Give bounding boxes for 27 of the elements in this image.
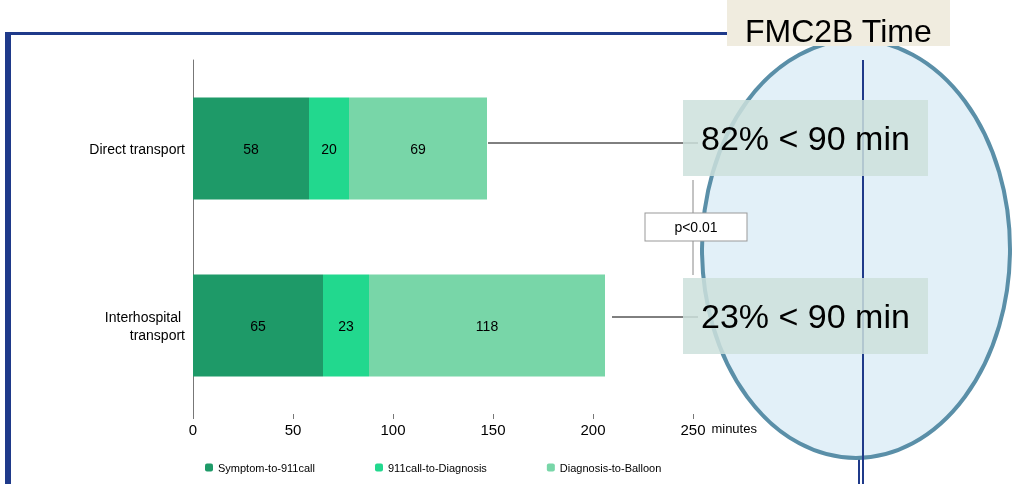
bar bbox=[193, 97, 309, 200]
y-tick-label: Interhospital transport bbox=[104, 308, 186, 343]
data-label: 58 bbox=[243, 140, 259, 157]
bar bbox=[349, 97, 487, 200]
data-label: 118 bbox=[475, 317, 499, 334]
bar bbox=[309, 97, 349, 200]
x-axis-title: minutes bbox=[711, 421, 758, 436]
text: 23% < 90 min bbox=[683, 278, 928, 354]
legend-label: Symptom-to-911call bbox=[218, 461, 315, 474]
x-tick-label: 150 bbox=[480, 421, 506, 438]
text: 82% < 90 min bbox=[683, 100, 928, 176]
x-tick-label: 50 bbox=[284, 421, 302, 438]
legend-label: Diagnosis-to-Balloon bbox=[559, 461, 662, 474]
bar bbox=[193, 274, 323, 377]
data-label: 20 bbox=[321, 140, 337, 157]
bar bbox=[369, 274, 605, 377]
x-tick-label: 100 bbox=[380, 421, 406, 438]
legend-label: 911call-to-Diagnosis bbox=[388, 461, 488, 474]
data-label: 65 bbox=[250, 317, 266, 334]
x-tick-label: 200 bbox=[580, 421, 606, 438]
data-label: 69 bbox=[410, 140, 426, 157]
text: FMC2B Time bbox=[727, 0, 950, 49]
data-label: 23 bbox=[338, 317, 354, 334]
y-tick-label: Direct transport bbox=[89, 140, 186, 157]
x-tick-label: 250 bbox=[680, 421, 706, 438]
x-tick-label: 0 bbox=[188, 421, 198, 438]
bar bbox=[323, 274, 369, 377]
